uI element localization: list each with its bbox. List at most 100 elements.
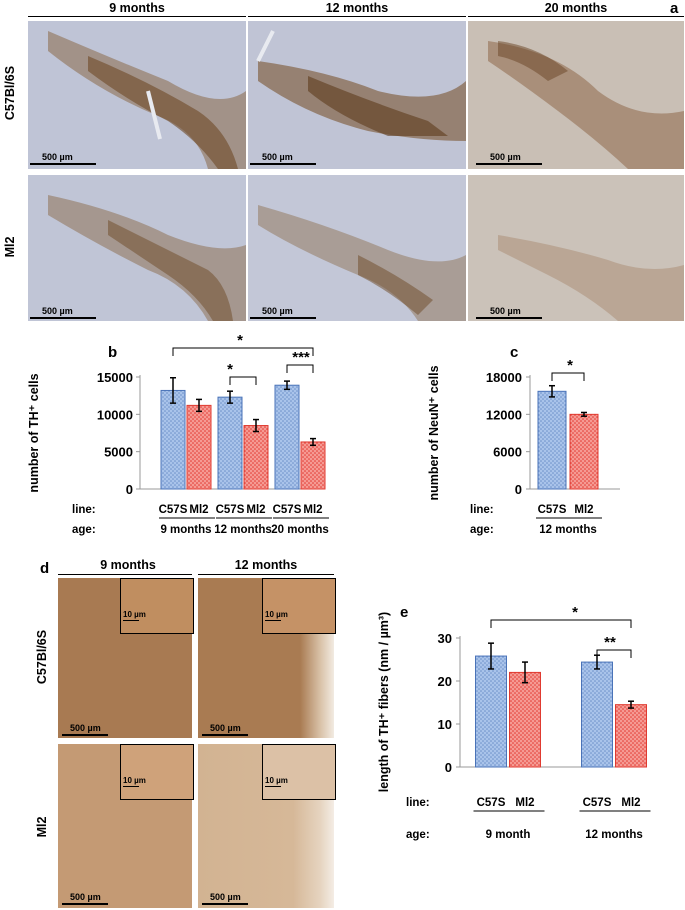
- inset-scale-label: 10 µm: [265, 776, 288, 785]
- bar-category-label: C57S: [273, 504, 302, 516]
- inset-d-c57-9m: [120, 578, 194, 634]
- bar: [509, 671, 541, 768]
- scale-bar: [250, 317, 316, 319]
- micrograph-a-c57-12m: [248, 21, 466, 169]
- significance-bracket: [286, 364, 314, 373]
- scale-bar: [30, 163, 96, 165]
- scale-bar: [202, 734, 248, 736]
- panel-d-row-c57: C57Bl/6S: [35, 629, 49, 685]
- micrograph-a-ml2-20m: [468, 175, 684, 321]
- panel-b-letter: b: [108, 344, 118, 361]
- scale-bar: [62, 734, 108, 736]
- inset-d-ml2-12m: [262, 744, 336, 800]
- y-axis-label: length of TH⁺ fibers (nm / µm³): [377, 612, 391, 792]
- bar: [569, 413, 599, 490]
- significance-bracket: [490, 619, 632, 628]
- bar: [217, 396, 243, 490]
- y-tick-label: 0: [445, 760, 452, 775]
- panel-a-row-ml2: Ml2: [3, 236, 17, 258]
- inset-scale-bar: [123, 620, 139, 621]
- significance-label: *: [227, 361, 233, 378]
- bar-category-label: C57S: [538, 504, 567, 516]
- micrograph-a-c57-9m: [28, 21, 246, 169]
- panel-d-col-12months: 12 months: [234, 558, 298, 572]
- y-tick-label: 5000: [104, 445, 133, 460]
- micrograph-a-ml2-9m: [28, 175, 246, 321]
- y-tick-label: 30: [438, 631, 452, 646]
- scale-label: 500 µm: [490, 152, 521, 162]
- panel-a-col-9months: 9 months: [109, 1, 165, 15]
- bar-category-label: C57S: [159, 504, 188, 516]
- scale-label: 500 µm: [42, 306, 73, 316]
- row-label-age: age:: [72, 524, 96, 536]
- bar-category-label: Ml2: [574, 504, 593, 516]
- scale-label: 500 µm: [262, 152, 293, 162]
- bar: [243, 425, 269, 490]
- significance-bracket: [229, 376, 257, 385]
- panel-e-letter: e: [400, 604, 409, 621]
- row-label-age: age:: [406, 829, 430, 841]
- bar: [300, 441, 326, 490]
- y-tick-label: 12000: [486, 407, 522, 422]
- scale-bar: [202, 903, 248, 905]
- y-tick-label: 6000: [493, 445, 522, 460]
- chart-c: 0 6000 12000 18000 number of NeuN⁺ cells C57S…: [427, 357, 620, 536]
- panel-a-col-20months: 20 months: [544, 1, 608, 15]
- bar-category-label: Ml2: [189, 504, 208, 516]
- group-label: 12 months: [585, 829, 643, 841]
- panel-a-col-line: [468, 16, 684, 17]
- y-tick-label: 20: [438, 674, 452, 689]
- group-label: 12 months: [539, 524, 597, 536]
- micrograph-a-c57-20m: [468, 21, 684, 169]
- y-axis-label: number of TH⁺ cells: [27, 373, 41, 492]
- inset-scale-bar: [265, 786, 281, 787]
- y-tick-label: 15000: [97, 370, 133, 385]
- panel-d-letter: d: [40, 560, 50, 577]
- panel-d-row-ml2: Ml2: [35, 816, 49, 838]
- scale-label: 500 µm: [490, 306, 521, 316]
- group-label: 9 months: [160, 524, 211, 536]
- scale-label: 500 µm: [42, 152, 73, 162]
- scale-bar: [476, 317, 542, 319]
- micrograph-a-ml2-12m: [248, 175, 466, 321]
- scale-bar: [250, 163, 316, 165]
- bar-category-label: Ml2: [303, 504, 322, 516]
- row-label-line: line:: [406, 797, 430, 809]
- bar: [475, 655, 507, 768]
- scale-label: 500 µm: [70, 892, 101, 902]
- significance-label: *: [567, 357, 573, 374]
- significance-label: ***: [292, 349, 310, 366]
- group-label: 9 month: [486, 829, 531, 841]
- significance-bracket: [172, 347, 314, 356]
- y-axis-label: number of NeuN⁺ cells: [427, 365, 441, 500]
- bar: [274, 384, 300, 490]
- bar: [160, 389, 186, 490]
- panel-d-col-9months: 9 months: [100, 558, 156, 572]
- bar: [581, 661, 613, 768]
- significance-bracket: [596, 649, 632, 658]
- significance-bracket: [551, 372, 585, 381]
- panel-d-col-line: [58, 574, 192, 575]
- inset-scale-bar: [123, 786, 139, 787]
- bar-category-label: Ml2: [621, 797, 640, 809]
- row-label-age: age:: [470, 524, 494, 536]
- group-label: 20 months: [271, 524, 329, 536]
- inset-scale-bar: [265, 620, 281, 621]
- row-label-line: line:: [72, 504, 96, 516]
- inset-d-c57-12m: [262, 578, 336, 634]
- y-tick-label: 18000: [486, 370, 522, 385]
- bar-category-label: C57S: [477, 797, 506, 809]
- panel-a-col-12months: 12 months: [325, 1, 389, 15]
- bar-category-label: Ml2: [246, 504, 265, 516]
- significance-label: **: [604, 634, 616, 651]
- panel-c-letter: c: [510, 344, 519, 361]
- inset-scale-label: 10 µm: [265, 610, 288, 619]
- y-tick-label: 0: [515, 482, 522, 497]
- group-label: 12 months: [214, 524, 272, 536]
- scale-label: 500 µm: [70, 723, 101, 733]
- bar: [537, 390, 567, 490]
- y-tick-label: 0: [126, 482, 133, 497]
- y-tick-label: 10: [438, 717, 452, 732]
- bar-category-label: Ml2: [515, 797, 534, 809]
- bar-category-label: C57S: [583, 797, 612, 809]
